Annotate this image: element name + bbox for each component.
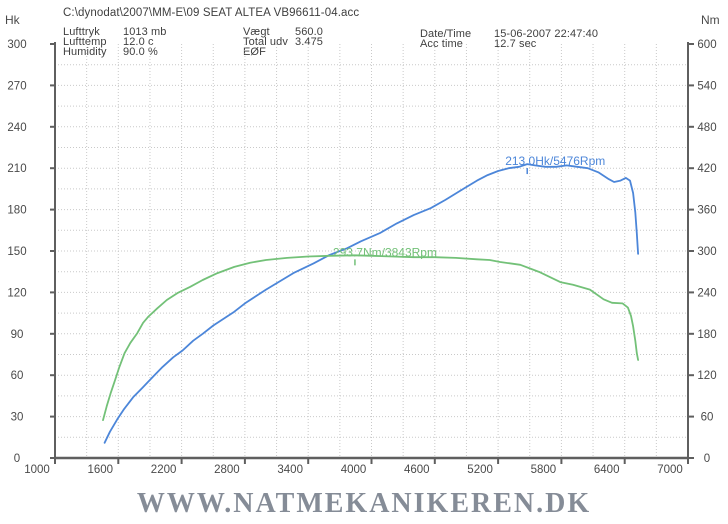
left-axis-tick-label: 120 [7,287,26,299]
left-axis-tick-label: 30 [11,412,24,424]
x-axis-tick-label: 7000 [657,464,683,476]
right-axis-tick-label: 240 [697,287,716,299]
info-row-eof: EØF [243,45,323,58]
lufttemp-label: Lufttemp [63,35,107,48]
power-curve [103,163,639,444]
right-axis-tick-label: 300 [697,246,716,258]
left-axis-tick-label: 150 [7,246,26,258]
left-axis-tick-label: 210 [7,163,26,175]
x-axis-tick-label: 1000 [24,464,50,476]
right-axis-tick-label: 180 [697,329,716,341]
info-row-vaegt: Vægt 560.0 [243,26,324,38]
x-axis-tick-label: 6400 [594,464,620,476]
right-axis-tick-label: 420 [697,163,716,175]
vaegt-value: 560.0 [295,26,324,38]
lufttryk-value: 1013 mb [123,26,167,38]
datetime-label: Date/Time [420,28,472,40]
right-axis-unit-label: Nm [701,13,720,27]
vaegt-label: Vægt [243,26,270,38]
left-axis-tick-label: 0 [14,453,20,465]
x-axis-tick-label: 5200 [467,464,493,476]
torque-curve [102,254,639,422]
left-axis-tick-label: 180 [7,205,26,217]
left-axis-tick-label: 60 [11,370,24,382]
vehicle-info-block: Vægt 560.0 Total udv 3.475 EØF [243,26,324,58]
info-row-total-udv: Total udv 3.475 [243,35,324,48]
total-udv-value: 3.475 [295,35,324,48]
eof-label: EØF [243,45,266,58]
x-axis-tick-label: 3400 [277,464,303,476]
humidity-value: 90.0 % [123,45,158,58]
torque-peak-label: 293.7Nm/3843Rpm [333,245,437,259]
right-axis-tick-label: 600 [697,39,716,51]
info-row-lufttryk: Lufttryk 1013 mb [63,26,167,38]
lufttryk-label: Lufttryk [63,26,100,38]
session-info-block: Date/Time 15-06-2007 22:47:40 Acc time 12.… [420,28,599,50]
x-axis-tick-label: 2800 [214,464,240,476]
total-udv-label: Total udv [243,35,288,48]
x-axis-tick-label: 2200 [151,464,177,476]
info-row-acc-time: Acc time 12.7 sec [420,37,598,50]
acc-time-label: Acc time [420,37,463,50]
file-path: C:\dynodat\2007\MM-E\09 SEAT ALTEA VB966… [63,7,360,19]
right-axis-tick-label: 480 [697,122,716,134]
datetime-value: 15-06-2007 22:47:40 [494,28,599,40]
left-axis-tick-label: 300 [7,39,26,51]
left-axis-tick-label: 90 [11,329,24,341]
power-peak-label: 213.0Hk/5476Rpm [505,154,605,168]
x-axis-tick-label: 4000 [341,464,367,476]
x-axis-tick-label: 4600 [404,464,430,476]
info-row-humidity: Humidity 90.0 % [63,45,167,58]
right-axis-tick-label: 0 [704,453,710,465]
right-axis-tick-label: 540 [697,80,716,92]
watermark: WWW.NATMEKANIKEREN.DK [136,488,592,519]
x-axis-tick-label: 1600 [88,464,114,476]
left-axis-unit-label: Hk [5,13,20,27]
right-axis-tick-label: 360 [697,205,716,217]
left-axis-tick-label: 270 [7,80,26,92]
environment-info-block: Lufttryk 1013 mb Lufttemp 12.0 c Humidity 9… [63,26,167,58]
info-row-datetime: Date/Time 15-06-2007 22:47:40 [420,28,599,40]
right-axis-tick-label: 120 [697,370,716,382]
info-row-lufttemp: Lufttemp 12.0 c [63,35,167,48]
x-axis-tick-label: 5800 [531,464,557,476]
left-axis-tick-label: 240 [7,122,26,134]
acc-time-value: 12.7 sec [494,37,537,50]
right-axis-tick-label: 60 [701,412,714,424]
lufttemp-value: 12.0 c [123,35,154,48]
humidity-label: Humidity [63,45,107,58]
